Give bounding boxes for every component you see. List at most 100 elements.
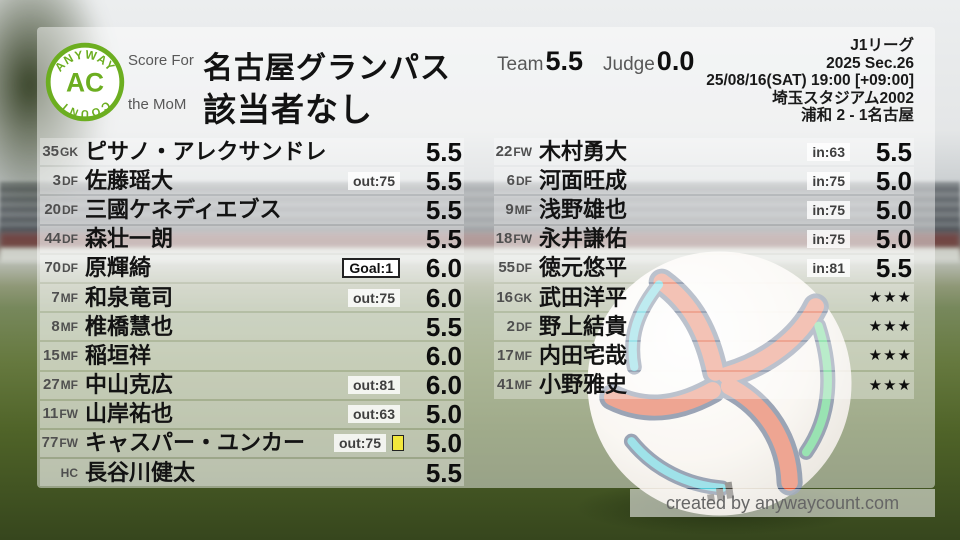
substitution-badge: in:75	[807, 171, 850, 190]
mom-label: the MoM	[128, 96, 187, 113]
credit-bar: created by anywaycount.com	[630, 489, 935, 517]
player-name: 稲垣祥	[85, 342, 152, 368]
soccer-ball-icon	[587, 251, 852, 516]
player-number-position: 15MF	[40, 347, 78, 365]
player-number-position: 55DF	[494, 259, 532, 277]
player-stars: ★★★	[868, 318, 912, 336]
substitution-badge: out:75	[334, 434, 386, 453]
stadium-stands	[0, 182, 960, 235]
substitution-badge: out:63	[348, 405, 400, 424]
player-row: 55DF 徳元悠平 in:81 5.5	[494, 254, 914, 282]
player-number: 9	[505, 200, 514, 218]
player-number-position: 44DF	[40, 230, 78, 248]
player-number: 35	[42, 142, 59, 160]
mom-value: 該当者なし	[203, 91, 373, 128]
player-position: DF	[516, 319, 532, 334]
player-rating: 5.5	[425, 224, 462, 255]
player-number-position: 8MF	[40, 318, 78, 336]
player-name: 河面旺成	[539, 167, 628, 193]
player-position: DF	[62, 202, 78, 217]
goal-badge: Goal:1	[342, 258, 400, 279]
player-rating: 5.0	[875, 194, 912, 225]
team-judge-scores: Team 5.5 Judge 0.0	[497, 46, 694, 77]
match-result: 浦和 2 - 1名古屋	[801, 107, 914, 125]
player-rating: 5.5	[425, 165, 462, 196]
player-stars: ★★★	[868, 376, 912, 394]
player-number: 44	[44, 230, 61, 248]
player-rating: 6.0	[425, 253, 462, 284]
player-name: 内田宅哉	[539, 342, 628, 368]
player-row: 16GK 武田洋平 ★★★	[494, 283, 914, 312]
player-name: 小野雅史	[539, 372, 628, 398]
player-number: 8	[51, 317, 60, 335]
player-position: MF	[60, 290, 78, 305]
player-rating: 5.5	[875, 136, 912, 167]
player-number-position: 7MF	[40, 289, 78, 307]
player-name: 長谷川健太	[85, 459, 196, 485]
player-number-position: 3DF	[40, 172, 78, 190]
player-number: 7	[51, 288, 60, 306]
substitution-badge: out:75	[348, 171, 400, 190]
yellow-card-icon	[392, 435, 404, 452]
team-name: 名古屋グランパス	[203, 52, 451, 85]
player-position: FW	[513, 232, 532, 247]
player-number-position: 22FW	[494, 143, 532, 161]
player-position: MF	[514, 378, 532, 393]
player-rating: 5.5	[425, 311, 462, 342]
judge-score-label: Judge	[603, 54, 655, 75]
player-number: 27	[42, 376, 60, 394]
player-position: MF	[60, 348, 78, 363]
player-row: 22FW 木村勇大 in:63 5.5	[494, 136, 914, 167]
player-row: 3DF 佐藤瑶大 out:75 5.5	[40, 165, 464, 196]
substitution-badge: out:75	[348, 288, 400, 307]
substitutes-column: 22FW 木村勇大 in:63 5.5 6DF 河面旺成 in:75 5.0 9MF 浅野雄也 in…	[494, 138, 914, 401]
player-number-position: 9MF	[494, 201, 532, 219]
player-number-position: 77FW	[40, 434, 78, 452]
player-number-position: 16GK	[494, 289, 532, 307]
player-number: 20	[44, 200, 61, 218]
player-position: FW	[59, 407, 78, 422]
player-row: 27MF 中山克広 out:81 6.0	[40, 371, 464, 399]
player-name: 森壮一朗	[85, 226, 174, 252]
player-number: 11	[42, 405, 59, 423]
match-info: J1リーグ 2025 Sec.26 25/08/16(SAT) 19:00 [+…	[706, 37, 914, 125]
player-number: 15	[42, 346, 60, 364]
player-number: 55	[498, 259, 515, 277]
player-row: 18FW 永井謙佑 in:75 5.0	[494, 225, 914, 253]
player-position: FW	[513, 144, 532, 159]
player-number-position: HC	[40, 464, 78, 482]
anywaycount-logo: ANYWAY COUNT AC	[45, 42, 125, 122]
player-name: 和泉竜司	[85, 284, 174, 310]
player-number: 70	[44, 259, 61, 277]
player-name: 佐藤瑶大	[85, 167, 174, 193]
substitution-badge: in:75	[807, 200, 850, 219]
league-name: J1リーグ	[850, 37, 914, 54]
kickoff-datetime: 25/08/16(SAT) 19:00 [+09:00]	[706, 72, 914, 90]
player-number-position: 27MF	[40, 376, 78, 394]
player-position: MF	[60, 378, 78, 393]
player-name: 原輝綺	[85, 255, 152, 281]
logo-monogram: AC	[66, 68, 104, 98]
player-rating: 6.0	[425, 340, 462, 371]
player-row: 6DF 河面旺成 in:75 5.0	[494, 167, 914, 195]
player-rating: 5.0	[425, 399, 462, 430]
player-position: DF	[62, 232, 78, 247]
player-rating: 5.5	[425, 194, 462, 225]
player-name: ピサノ・アレクサンドレ	[85, 138, 327, 164]
player-name: 椎橋慧也	[85, 313, 174, 339]
player-name: 徳元悠平	[539, 255, 628, 281]
player-number: 3	[52, 171, 61, 189]
team-score-value: 5.5	[545, 46, 584, 76]
player-number: 18	[495, 230, 513, 248]
player-position: HC	[60, 465, 78, 480]
player-number: 22	[495, 142, 513, 160]
player-row: 15MF 稲垣祥 6.0	[40, 340, 464, 371]
team-score-label: Team	[497, 54, 544, 75]
player-row: 35GK ピサノ・アレクサンドレ 5.5	[40, 136, 464, 167]
content-panel	[37, 27, 935, 488]
substitution-badge: in:63	[807, 142, 850, 161]
player-rating: 5.5	[425, 136, 462, 167]
player-position: GK	[514, 290, 532, 305]
player-number-position: 41MF	[494, 376, 532, 394]
player-row: 2DF 野上結貴 ★★★	[494, 313, 914, 341]
